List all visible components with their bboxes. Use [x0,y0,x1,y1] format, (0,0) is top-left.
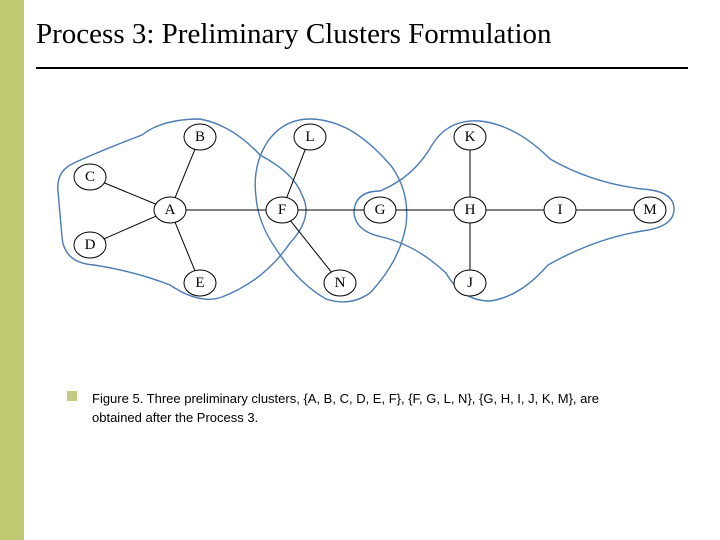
node-label-E: E [195,275,204,291]
node-label-L: L [305,129,314,145]
node-label-B: B [195,129,205,145]
edge-A-E [175,222,195,270]
node-label-J: J [467,275,473,291]
node-label-K: K [465,129,476,145]
figure-caption: Figure 5. Three preliminary clusters, {A… [92,390,652,428]
cluster-diagram: A B C D E F L N G H K J I M [50,115,680,305]
node-label-C: C [85,169,95,185]
edge-F-N [291,221,332,272]
accent-sidebar [0,0,24,540]
edge-F-L [287,149,305,197]
edge-A-B [175,149,195,197]
node-label-I: I [558,202,563,218]
node-label-H: H [465,202,476,218]
node-label-G: G [375,202,386,218]
node-label-M: M [643,202,656,218]
page-title: Process 3: Preliminary Clusters Formulat… [36,18,552,51]
edge-A-D [104,216,156,239]
cluster-GHIJKM [354,121,674,301]
diagram-svg: A B C D E F L N G H K J I M [50,115,680,305]
title-underline [36,67,688,69]
node-label-A: A [165,202,176,218]
edge-A-C [104,183,155,204]
node-label-D: D [85,237,96,253]
node-label-F: F [278,202,286,218]
node-label-N: N [335,275,346,291]
bullet-square [67,391,77,401]
